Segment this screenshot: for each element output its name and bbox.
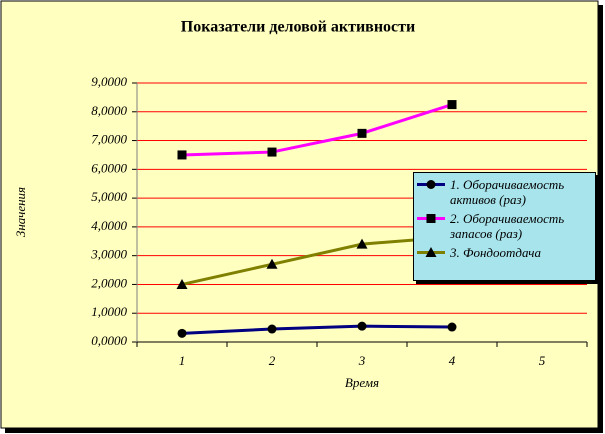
legend: 1. Оборачиваемость активов (раз) 2. Обора… — [413, 172, 596, 281]
legend-label: 3. Фондоотдача — [450, 245, 541, 260]
y-tick-label: 6,0000 — [91, 160, 127, 175]
x-tick-label: 4 — [449, 353, 456, 368]
legend-swatch — [417, 180, 445, 189]
y-axis-label: Значения — [13, 187, 28, 237]
shadow — [598, 5, 603, 431]
marker — [177, 150, 187, 160]
marker — [356, 238, 368, 249]
x-tick-label: 5 — [539, 353, 546, 368]
y-tick-label: 2,0000 — [91, 275, 127, 290]
marker — [447, 100, 457, 110]
legend-label: 2. Оборачиваемость запасов (раз) — [450, 211, 565, 241]
marker — [266, 258, 278, 269]
legend-item: 1. Оборачиваемость активов (раз) — [416, 177, 593, 207]
legend-item: 2. Оборачиваемость запасов (раз) — [416, 211, 593, 241]
series-line — [181, 324, 453, 335]
y-tick-label: 3,0000 — [90, 247, 127, 262]
legend-item: 3. Фондоотдача — [416, 245, 593, 260]
y-tick-label: 7,0000 — [91, 132, 127, 147]
x-axis-label: Время — [345, 375, 379, 390]
series-line — [181, 235, 453, 286]
legend-label: 1. Оборачиваемость активов (раз) — [450, 177, 565, 207]
y-tick-label: 4,0000 — [91, 218, 127, 233]
marker — [425, 247, 437, 257]
marker — [267, 324, 277, 334]
series-line — [181, 103, 453, 157]
y-tick-label: 0,0000 — [91, 333, 127, 348]
chart-title: Показатели деловой активности — [181, 19, 415, 36]
marker — [447, 322, 457, 332]
marker — [357, 321, 367, 331]
x-tick-label: 3 — [358, 353, 366, 368]
marker — [267, 147, 277, 157]
x-tick-label: 2 — [269, 353, 276, 368]
marker — [177, 328, 187, 338]
legend-swatch — [417, 247, 445, 257]
y-tick-label: 8,0000 — [91, 103, 127, 118]
y-tick-label: 9,0000 — [91, 74, 127, 89]
marker — [176, 278, 188, 289]
y-tick-label: 1,0000 — [91, 304, 127, 319]
marker — [426, 214, 436, 223]
marker — [357, 128, 367, 138]
marker — [426, 180, 436, 189]
shadow — [5, 428, 603, 433]
x-tick-label: 1 — [179, 353, 186, 368]
legend-swatch — [417, 214, 445, 223]
y-tick-label: 5,0000 — [91, 189, 127, 204]
